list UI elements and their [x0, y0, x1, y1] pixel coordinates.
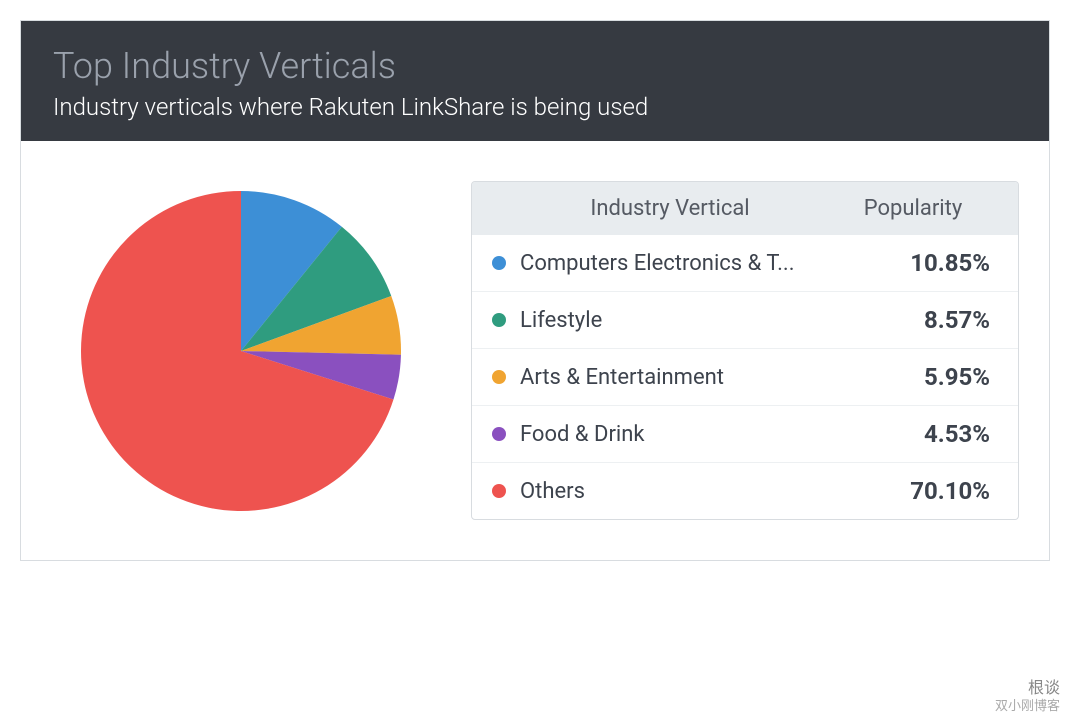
row-label-wrap: Arts & Entertainment	[492, 365, 828, 390]
row-label-wrap: Food & Drink	[492, 422, 828, 447]
card-subtitle: Industry verticals where Rakuten LinkSha…	[53, 93, 1017, 121]
row-label-wrap: Computers Electronics & T...	[492, 251, 828, 276]
row-label: Lifestyle	[520, 308, 602, 333]
column-header-popularity: Popularity	[828, 196, 998, 221]
row-value: 70.10%	[828, 477, 998, 505]
row-value: 4.53%	[828, 420, 998, 448]
pie-chart-area	[51, 186, 431, 516]
column-header-industry: Industry Vertical	[492, 196, 828, 221]
row-label-wrap: Lifestyle	[492, 308, 828, 333]
legend-dot-icon	[492, 313, 506, 327]
legend-table-header: Industry Vertical Popularity	[472, 182, 1018, 235]
table-row: Others 70.10%	[472, 462, 1018, 519]
row-label: Arts & Entertainment	[520, 365, 724, 390]
legend-dot-icon	[492, 427, 506, 441]
legend-dot-icon	[492, 370, 506, 384]
row-value: 8.57%	[828, 306, 998, 334]
watermark-line1: 根谈	[995, 678, 1060, 699]
table-row: Food & Drink 4.53%	[472, 405, 1018, 462]
pie-chart	[76, 186, 406, 516]
watermark: 根谈 双小刚博客	[995, 678, 1060, 716]
row-value: 10.85%	[828, 249, 998, 277]
row-label: Computers Electronics & T...	[520, 251, 795, 276]
card-content: Industry Vertical Popularity Computers E…	[21, 141, 1049, 560]
row-label-wrap: Others	[492, 479, 828, 504]
table-row: Computers Electronics & T... 10.85%	[472, 235, 1018, 291]
card-title: Top Industry Verticals	[53, 45, 1017, 87]
legend-dot-icon	[492, 484, 506, 498]
legend-dot-icon	[492, 256, 506, 270]
legend-table: Industry Vertical Popularity Computers E…	[471, 181, 1019, 520]
card-container: Top Industry Verticals Industry vertical…	[20, 20, 1050, 561]
row-label: Others	[520, 479, 585, 504]
table-row: Lifestyle 8.57%	[472, 291, 1018, 348]
card-header: Top Industry Verticals Industry vertical…	[21, 21, 1049, 141]
row-value: 5.95%	[828, 363, 998, 391]
table-row: Arts & Entertainment 5.95%	[472, 348, 1018, 405]
row-label: Food & Drink	[520, 422, 645, 447]
